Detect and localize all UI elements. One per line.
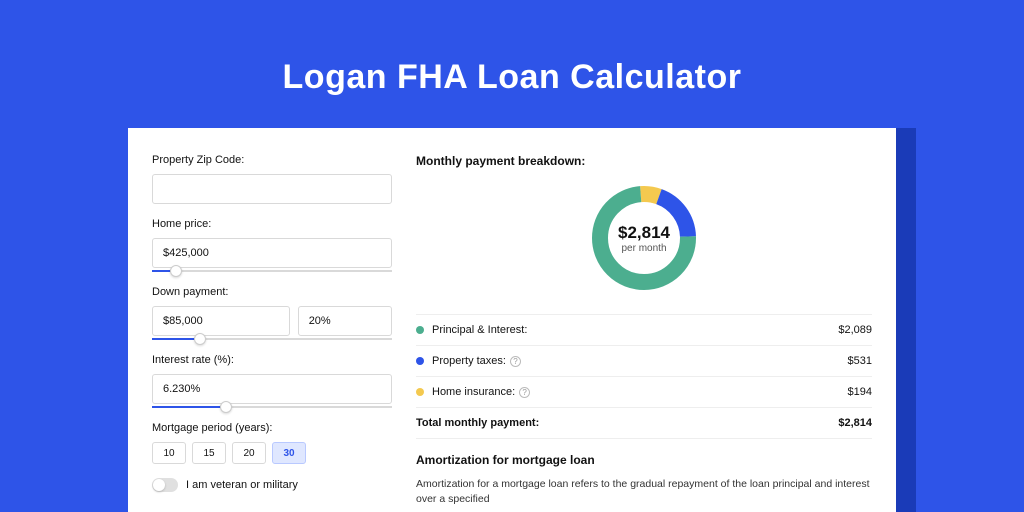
breakdown-value: $2,089 <box>838 324 872 336</box>
home-price-slider[interactable] <box>152 270 392 272</box>
breakdown-label: Principal & Interest: <box>432 324 838 336</box>
breakdown-value: $194 <box>848 386 872 398</box>
legend-dot <box>416 357 424 365</box>
breakdown-total-label: Total monthly payment: <box>416 417 838 429</box>
donut-center: $2,814 per month <box>584 178 704 298</box>
home-price-label: Home price: <box>152 218 392 230</box>
down-payment-label: Down payment: <box>152 286 392 298</box>
interest-slider-thumb[interactable] <box>220 401 232 413</box>
home-price-group: Home price: <box>152 218 392 272</box>
zip-group: Property Zip Code: <box>152 154 392 204</box>
down-payment-slider-fill <box>152 338 200 340</box>
breakdown-row: Property taxes: ?$531 <box>416 346 872 377</box>
down-payment-pct-input[interactable] <box>298 306 392 336</box>
donut-chart: $2,814 per month <box>584 178 704 298</box>
period-label: Mortgage period (years): <box>152 422 392 434</box>
interest-group: Interest rate (%): <box>152 354 392 408</box>
breakdown-list: Principal & Interest:$2,089Property taxe… <box>416 314 872 439</box>
veteran-row: I am veteran or military <box>152 478 392 492</box>
breakdown-title: Monthly payment breakdown: <box>416 154 872 168</box>
home-price-input[interactable] <box>152 238 392 268</box>
breakdown-row: Home insurance: ?$194 <box>416 377 872 408</box>
period-options: 10 15 20 30 <box>152 442 392 464</box>
form-panel: Property Zip Code: Home price: Down paym… <box>152 154 392 512</box>
period-option-15[interactable]: 15 <box>192 442 226 464</box>
down-payment-slider-thumb[interactable] <box>194 333 206 345</box>
zip-input[interactable] <box>152 174 392 204</box>
amortization-body: Amortization for a mortgage loan refers … <box>416 477 872 506</box>
veteran-toggle[interactable] <box>152 478 178 492</box>
help-icon[interactable]: ? <box>510 356 521 367</box>
breakdown-panel: Monthly payment breakdown: $2,814 per mo… <box>416 154 872 512</box>
period-option-30[interactable]: 30 <box>272 442 306 464</box>
legend-dot <box>416 326 424 334</box>
interest-label: Interest rate (%): <box>152 354 392 366</box>
down-payment-input[interactable] <box>152 306 290 336</box>
interest-slider[interactable] <box>152 406 392 408</box>
breakdown-label: Property taxes: ? <box>432 355 848 367</box>
interest-input[interactable] <box>152 374 392 404</box>
veteran-label: I am veteran or military <box>186 479 298 491</box>
donut-amount: $2,814 <box>618 223 670 243</box>
page-title: Logan FHA Loan Calculator <box>0 0 1024 97</box>
breakdown-total-value: $2,814 <box>838 417 872 429</box>
donut-wrap: $2,814 per month <box>416 178 872 298</box>
breakdown-row: Principal & Interest:$2,089 <box>416 315 872 346</box>
breakdown-total-row: Total monthly payment:$2,814 <box>416 408 872 439</box>
period-option-10[interactable]: 10 <box>152 442 186 464</box>
help-icon[interactable]: ? <box>519 387 530 398</box>
donut-sub: per month <box>621 243 666 254</box>
calculator-card: Property Zip Code: Home price: Down paym… <box>128 128 896 512</box>
period-option-20[interactable]: 20 <box>232 442 266 464</box>
interest-slider-fill <box>152 406 226 408</box>
zip-label: Property Zip Code: <box>152 154 392 166</box>
home-price-slider-thumb[interactable] <box>170 265 182 277</box>
breakdown-value: $531 <box>848 355 872 367</box>
breakdown-label: Home insurance: ? <box>432 386 848 398</box>
down-payment-slider[interactable] <box>152 338 392 340</box>
amortization-title: Amortization for mortgage loan <box>416 453 872 467</box>
amortization-section: Amortization for mortgage loan Amortizat… <box>416 453 872 506</box>
down-payment-group: Down payment: <box>152 286 392 340</box>
page-background: Logan FHA Loan Calculator Property Zip C… <box>0 0 1024 512</box>
period-group: Mortgage period (years): 10 15 20 30 <box>152 422 392 464</box>
legend-dot <box>416 388 424 396</box>
